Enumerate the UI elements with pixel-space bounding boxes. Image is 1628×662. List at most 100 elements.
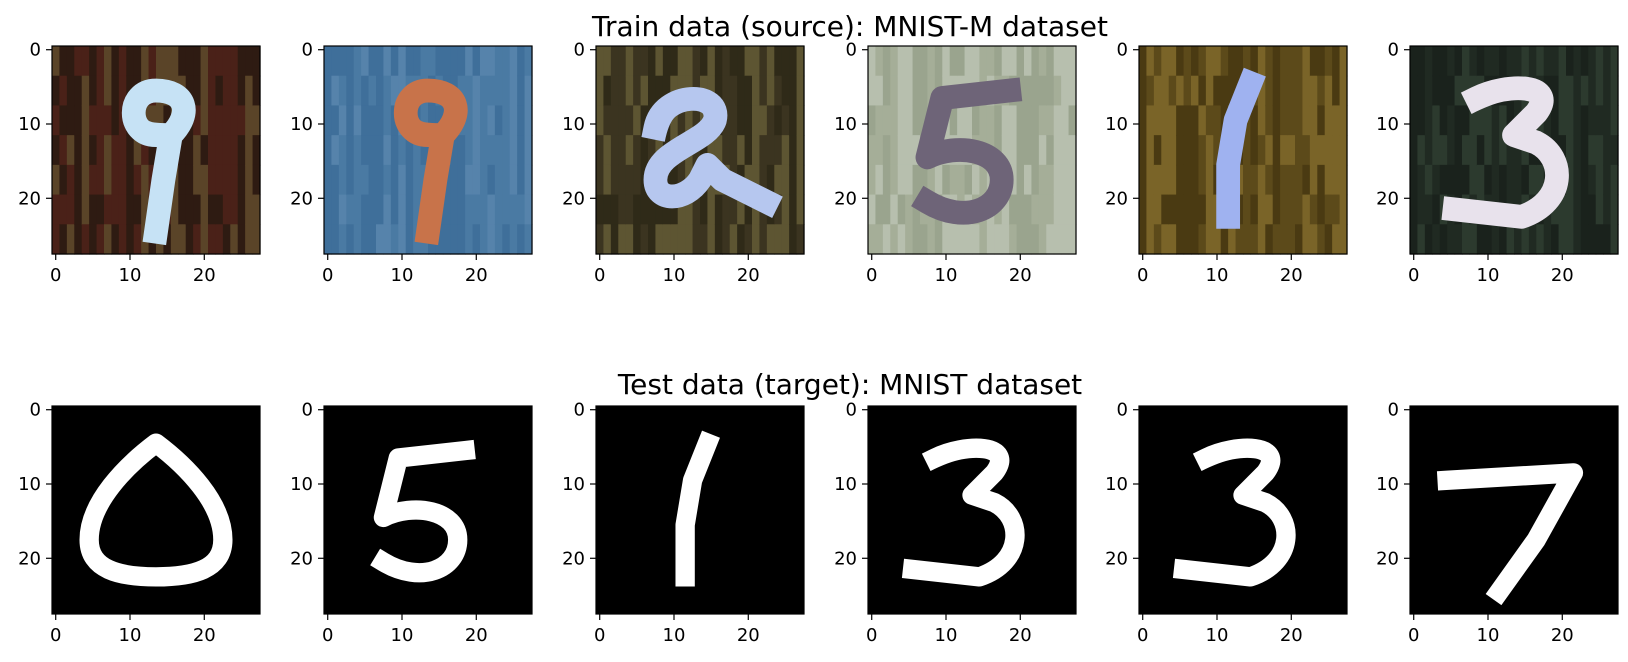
y-tick-label: 0 bbox=[574, 400, 585, 421]
x-tick-label: 10 bbox=[391, 625, 414, 646]
image-panel: 0 10 20 0 10 20 bbox=[290, 400, 533, 646]
x-tick-label: 0 bbox=[322, 265, 333, 286]
x-tick-label: 10 bbox=[935, 265, 958, 286]
digit-1-stroke bbox=[675, 430, 720, 587]
digit-1-stroke bbox=[1216, 67, 1266, 229]
x-tick-label: 0 bbox=[50, 265, 61, 286]
y-tick-label: 10 bbox=[562, 474, 585, 495]
y-tick-label: 0 bbox=[302, 400, 313, 421]
y-tick-label: 10 bbox=[834, 474, 857, 495]
y-tick-label: 20 bbox=[834, 548, 857, 569]
y-tick-label: 0 bbox=[1117, 40, 1128, 61]
y-tick-label: 10 bbox=[1376, 474, 1399, 495]
x-tick-label: 10 bbox=[1206, 625, 1229, 646]
y-tick-label: 20 bbox=[834, 188, 857, 209]
y-tick-label: 10 bbox=[562, 114, 585, 135]
axes-frame bbox=[595, 405, 805, 615]
image-panel: 0 10 20 0 10 20 bbox=[1105, 400, 1348, 646]
y-tick-label: 0 bbox=[302, 40, 313, 61]
x-tick-label: 20 bbox=[1551, 265, 1574, 286]
x-tick-label: 0 bbox=[1408, 625, 1419, 646]
digit-3-stroke bbox=[901, 438, 1025, 587]
digit-9-stroke bbox=[394, 78, 468, 246]
x-tick-label: 10 bbox=[1477, 625, 1500, 646]
x-tick-label: 20 bbox=[465, 265, 488, 286]
image-panel: 0 10 20 0 10 20 bbox=[1376, 400, 1619, 646]
panel-background bbox=[324, 46, 533, 255]
x-tick-label: 0 bbox=[322, 625, 333, 646]
digit-3-stroke bbox=[1441, 76, 1569, 229]
y-tick-label: 20 bbox=[1376, 188, 1399, 209]
y-tick-label: 20 bbox=[290, 188, 313, 209]
y-tick-label: 10 bbox=[1105, 114, 1128, 135]
x-tick-label: 20 bbox=[1009, 625, 1032, 646]
y-tick-label: 20 bbox=[1105, 188, 1128, 209]
x-tick-label: 10 bbox=[119, 265, 142, 286]
image-panel: 0 10 20 0 10 20 bbox=[18, 40, 261, 286]
x-tick-label: 10 bbox=[1206, 265, 1229, 286]
y-tick-label: 20 bbox=[18, 188, 41, 209]
digit-3-stroke bbox=[1172, 438, 1296, 587]
image-panel: 0 10 20 0 10 20 bbox=[1376, 40, 1619, 286]
x-tick-label: 0 bbox=[866, 265, 877, 286]
axes-frame bbox=[1138, 45, 1348, 255]
y-tick-label: 20 bbox=[1376, 548, 1399, 569]
x-tick-label: 20 bbox=[1551, 625, 1574, 646]
digit-5-stroke bbox=[911, 77, 1023, 225]
x-tick-label: 0 bbox=[1137, 265, 1148, 286]
x-tick-label: 20 bbox=[193, 625, 216, 646]
y-tick-label: 10 bbox=[1376, 114, 1399, 135]
image-panel: 0 10 20 0 10 20 bbox=[290, 40, 533, 286]
x-tick-label: 20 bbox=[193, 265, 216, 286]
y-tick-label: 10 bbox=[18, 474, 41, 495]
y-tick-label: 0 bbox=[574, 40, 585, 61]
y-tick-label: 10 bbox=[290, 474, 313, 495]
y-tick-label: 0 bbox=[846, 400, 857, 421]
x-tick-label: 10 bbox=[663, 265, 686, 286]
image-panel: 0 10 20 0 10 20 bbox=[18, 400, 261, 646]
axes-frame bbox=[1138, 405, 1348, 615]
x-tick-label: 20 bbox=[1280, 265, 1303, 286]
y-tick-label: 20 bbox=[1105, 548, 1128, 569]
x-tick-label: 0 bbox=[594, 265, 605, 286]
x-tick-label: 0 bbox=[1137, 625, 1148, 646]
image-panel: 0 10 20 0 10 20 bbox=[562, 400, 805, 646]
y-tick-label: 0 bbox=[30, 40, 41, 61]
image-panel: 0 10 20 0 10 20 bbox=[834, 40, 1077, 286]
x-tick-label: 10 bbox=[663, 625, 686, 646]
axes-frame bbox=[323, 45, 533, 255]
y-tick-label: 0 bbox=[30, 400, 41, 421]
x-tick-label: 10 bbox=[935, 625, 958, 646]
y-tick-label: 10 bbox=[18, 114, 41, 135]
panel-background bbox=[596, 46, 805, 255]
x-tick-label: 0 bbox=[594, 625, 605, 646]
y-tick-label: 20 bbox=[562, 188, 585, 209]
y-tick-label: 0 bbox=[1388, 400, 1399, 421]
digit-7-stroke bbox=[1436, 463, 1584, 606]
y-tick-label: 10 bbox=[1105, 474, 1128, 495]
image-panel: 0 10 20 0 10 20 bbox=[562, 40, 805, 286]
x-tick-label: 10 bbox=[119, 625, 142, 646]
y-tick-label: 20 bbox=[562, 548, 585, 569]
y-tick-label: 0 bbox=[1117, 400, 1128, 421]
axes-frame bbox=[1409, 45, 1619, 255]
target-row-title: Test data (target): MNIST dataset bbox=[617, 368, 1082, 401]
y-tick-label: 20 bbox=[290, 548, 313, 569]
x-tick-label: 20 bbox=[737, 625, 760, 646]
x-tick-label: 10 bbox=[1477, 265, 1500, 286]
y-tick-label: 0 bbox=[846, 40, 857, 61]
x-tick-label: 20 bbox=[737, 265, 760, 286]
x-tick-label: 0 bbox=[50, 625, 61, 646]
source-row-title: Train data (source): MNIST-M dataset bbox=[591, 10, 1108, 43]
image-panel: 0 10 20 0 10 20 bbox=[834, 400, 1077, 646]
axes-frame bbox=[51, 45, 261, 255]
digit-0-stroke bbox=[79, 433, 233, 587]
image-panel: 0 10 20 0 10 20 bbox=[1105, 40, 1348, 286]
axes-frame bbox=[595, 45, 805, 255]
digit-2-stroke bbox=[641, 87, 783, 218]
y-tick-label: 0 bbox=[1388, 40, 1399, 61]
axes-frame bbox=[867, 45, 1077, 255]
x-tick-label: 20 bbox=[465, 625, 488, 646]
axes-frame bbox=[323, 405, 533, 615]
